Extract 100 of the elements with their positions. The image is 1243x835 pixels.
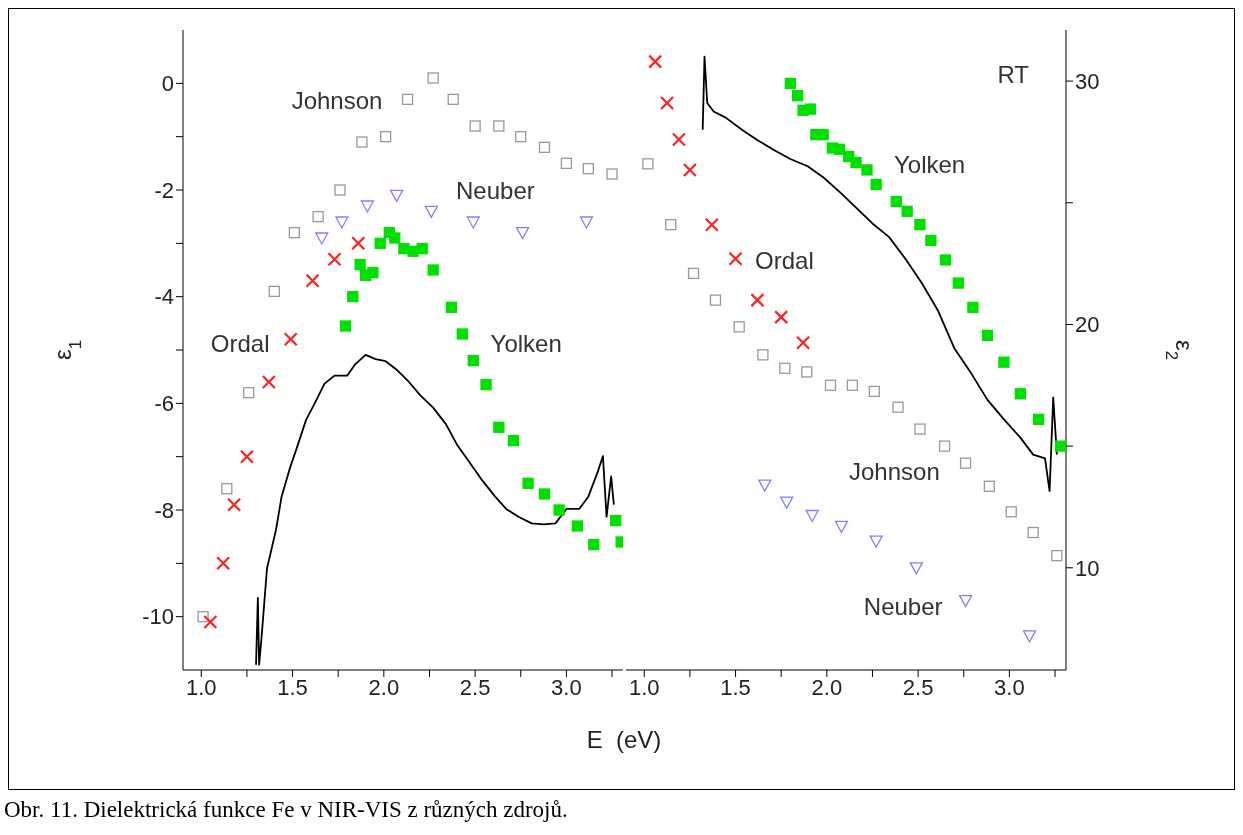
point [288, 227, 301, 239]
x-axis-title: E (eV) [585, 726, 663, 754]
line-series [701, 55, 1058, 493]
point [315, 232, 329, 245]
point [553, 504, 565, 516]
point [938, 440, 951, 452]
point [243, 387, 255, 399]
x-tick-label: 1.5 [720, 674, 751, 700]
point [239, 449, 254, 464]
point [750, 293, 765, 308]
point [445, 301, 458, 313]
point [456, 328, 468, 340]
point [389, 232, 401, 244]
point [579, 216, 594, 229]
point [850, 156, 862, 169]
point [861, 164, 873, 176]
text: Obr. 11. Dielektrická funkce Fe v NIR-VIS z různých zdrojů. [4, 797, 568, 823]
point [493, 421, 505, 433]
point [351, 236, 366, 251]
point [305, 273, 320, 288]
point [704, 217, 719, 232]
y-tick-label: -8 [154, 497, 174, 523]
point [665, 219, 677, 231]
point [846, 379, 859, 391]
point [360, 200, 375, 213]
point [427, 72, 439, 84]
point [868, 385, 880, 398]
point [493, 120, 505, 132]
y2-tick-label: 20 [1075, 312, 1100, 338]
x-tick-label: 1.5 [277, 674, 308, 700]
point [1032, 413, 1045, 425]
point [216, 556, 231, 571]
x-tick-label: 3.0 [551, 674, 582, 700]
point [1005, 506, 1017, 518]
point [1027, 526, 1039, 539]
point [796, 335, 811, 350]
point [981, 329, 994, 342]
point [779, 362, 791, 374]
x-tick-label: 1.0 [185, 674, 217, 700]
series-label: Ordal [210, 330, 270, 358]
point [606, 168, 618, 180]
point [334, 184, 346, 196]
point [890, 195, 902, 208]
point [998, 356, 1010, 368]
point [203, 614, 218, 630]
x-tick-label: 2.0 [368, 674, 400, 700]
point [367, 267, 379, 279]
point [221, 483, 233, 495]
point [347, 291, 359, 303]
point [197, 611, 209, 623]
point [801, 366, 813, 378]
series-label: Neuber [863, 592, 943, 620]
series-label: Johnson [291, 86, 383, 114]
point [757, 349, 769, 361]
point [892, 401, 904, 413]
point [389, 189, 404, 202]
y-tick-label: 0 [161, 71, 174, 97]
point [834, 520, 849, 534]
point [967, 301, 979, 314]
point [354, 259, 366, 271]
point [925, 234, 937, 247]
y-tick-label: -2 [154, 177, 174, 203]
point [774, 310, 789, 325]
point [374, 237, 386, 249]
series-label: Johnson [849, 458, 940, 486]
point [648, 54, 663, 69]
point [507, 435, 520, 447]
point [805, 509, 819, 523]
point [356, 136, 368, 148]
point [588, 539, 600, 551]
point [227, 497, 242, 512]
point [447, 93, 459, 105]
point [312, 211, 324, 223]
point [380, 131, 392, 143]
point [515, 131, 527, 143]
point [515, 227, 530, 240]
point [817, 128, 829, 141]
point [733, 321, 745, 333]
y2-tick-label: 10 [1075, 555, 1100, 581]
point [335, 216, 349, 229]
point [480, 379, 492, 391]
point [261, 374, 276, 390]
point [780, 496, 794, 509]
x-tick-label: 2.5 [902, 674, 934, 700]
x-tick-label: 2.0 [811, 674, 843, 700]
point [791, 90, 804, 102]
series-label: Yolken [894, 150, 966, 178]
point [682, 162, 697, 178]
point [610, 515, 622, 527]
point [538, 141, 551, 153]
series-label: Yolken [490, 330, 562, 358]
series-label: Neuber [456, 176, 535, 204]
point [671, 132, 687, 147]
y-tick-label: -6 [154, 391, 174, 417]
point [642, 158, 654, 170]
point [327, 252, 342, 267]
point [467, 355, 479, 367]
line-series [255, 353, 615, 666]
x-tick-label: 2.5 [459, 674, 491, 700]
point [1054, 440, 1066, 452]
